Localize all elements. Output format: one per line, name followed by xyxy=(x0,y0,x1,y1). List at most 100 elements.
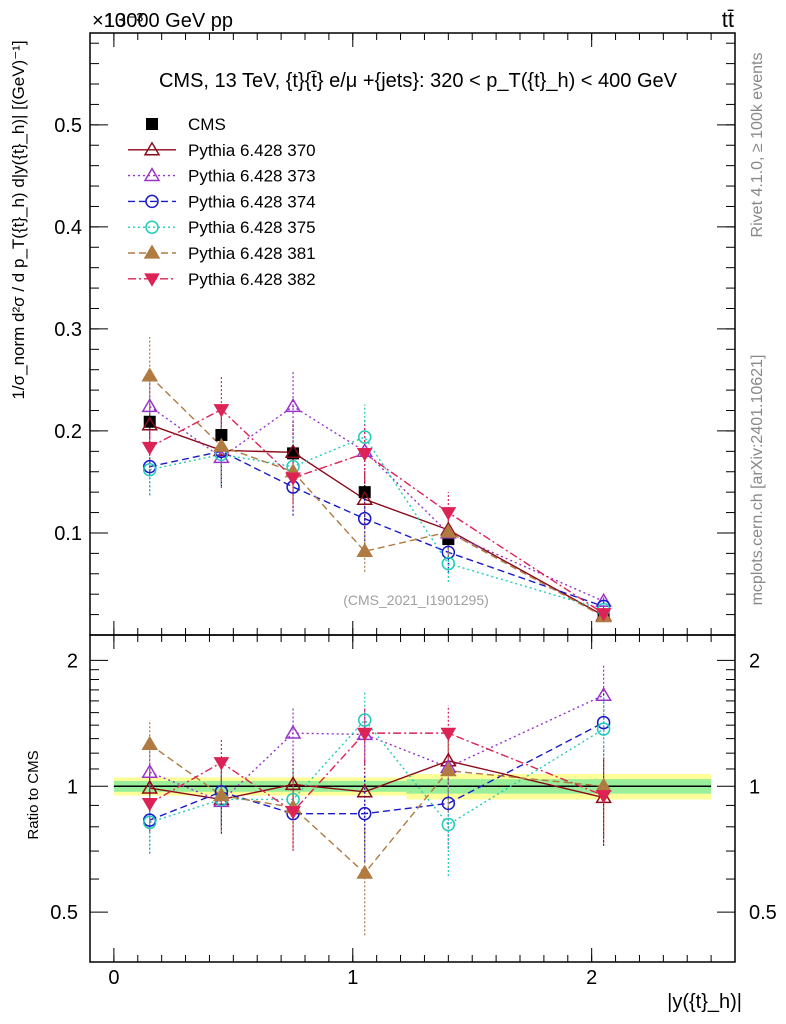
series-line-pythia-6-428-370 xyxy=(149,424,604,617)
ratio-point-pythia-6-428-382 xyxy=(595,790,612,804)
legend-marker-cms xyxy=(146,118,158,130)
data-point-pythia-6-428-381 xyxy=(356,542,374,557)
data-point-pythia-6-428-375 xyxy=(142,462,157,477)
ratio-point-pythia-6-428-370 xyxy=(356,783,374,798)
data-point-pythia-6-428-370 xyxy=(356,490,374,505)
ratio-point-pythia-6-428-375 xyxy=(142,815,157,830)
series-line-pythia-6-428-375 xyxy=(149,436,604,611)
legend-label-pythia-6-428-370: Pythia 6.428 370 xyxy=(188,141,316,160)
legend-label-pythia-6-428-374: Pythia 6.428 374 xyxy=(188,192,316,211)
ratio-plot-frame xyxy=(89,634,736,963)
series-line-pythia-6-428-373 xyxy=(149,405,604,602)
ratio-point-pythia-6-428-374 xyxy=(357,806,372,821)
ratio-point-pythia-6-428-382 xyxy=(285,806,301,820)
ratio-tick-label: 2 xyxy=(67,650,78,672)
ratio-point-pythia-6-428-381 xyxy=(356,864,374,879)
ratio-line-pythia-6-428-374 xyxy=(149,721,604,821)
data-point-pythia-6-428-374 xyxy=(357,511,372,526)
data-point-pythia-6-428-382 xyxy=(440,507,457,521)
data-point-pythia-6-428-381 xyxy=(440,523,457,538)
data-point-pythia-6-428-382 xyxy=(141,441,158,456)
data-point-pythia-6-428-382 xyxy=(356,447,373,462)
legend-marker-pythia-6-428-373 xyxy=(143,167,161,182)
x-tick-label: 2 xyxy=(586,967,597,989)
ratio-point-pythia-6-428-381 xyxy=(440,762,457,777)
ratio-tick-label: 1 xyxy=(67,776,78,798)
y-tick-label: 0.1 xyxy=(54,523,82,545)
main-plot-frame xyxy=(89,32,736,636)
ratio-line-pythia-6-428-373 xyxy=(149,694,604,803)
data-point-cms xyxy=(215,429,228,442)
ratio-point-pythia-6-428-382 xyxy=(141,797,158,812)
ratio-point-pythia-6-428-375 xyxy=(596,722,611,736)
series-line-pythia-6-428-381 xyxy=(149,375,604,618)
ratio-point-pythia-6-428-382 xyxy=(356,727,373,742)
data-point-pythia-6-428-382 xyxy=(285,472,301,486)
ratio-line-pythia-6-428-382 xyxy=(149,732,604,813)
x-tick-label: 1 xyxy=(347,967,358,989)
data-point-pythia-6-428-382 xyxy=(595,608,612,622)
legend-marker-pythia-6-428-370 xyxy=(143,141,161,156)
data-point-pythia-6-428-373 xyxy=(141,397,159,413)
data-point-cms xyxy=(143,415,156,428)
ratio-tick-label: 0.5 xyxy=(50,902,78,924)
chart-title: CMS, 13 TeV, {t}{t̄} e/μ +{jets}: 320 < … xyxy=(159,70,678,92)
legend-marker-pythia-6-428-375 xyxy=(145,220,159,234)
data-point-pythia-6-428-381 xyxy=(141,367,159,382)
legend-label-cms: CMS xyxy=(188,115,226,134)
ratio-line-pythia-6-428-381 xyxy=(149,743,604,875)
ratio-tick-label-right: 1 xyxy=(749,776,760,798)
x-axis-label: |y({t}_h)| xyxy=(667,991,742,1013)
tick-marks: 0 1 2 0.1 0.2 0.3 0.4 0.5 0.5 0.5 1 1 2 2 xyxy=(50,33,777,989)
ratio-line-pythia-6-428-370 xyxy=(149,760,604,801)
x-tick-label: 0 xyxy=(108,967,119,989)
ratio-point-pythia-6-428-370 xyxy=(141,779,159,794)
data-point-pythia-6-428-370 xyxy=(141,416,159,431)
ratio-axis-label: Ratio to CMS xyxy=(25,750,42,839)
series-line-pythia-6-428-374 xyxy=(149,450,604,608)
ratio-point-pythia-6-428-375 xyxy=(441,817,456,832)
data-point-pythia-6-428-382 xyxy=(213,404,230,418)
data-point-pythia-6-428-375 xyxy=(357,430,372,444)
ratio-point-pythia-6-428-370 xyxy=(284,775,302,791)
data-point-pythia-6-428-370 xyxy=(284,443,302,459)
ratio-point-pythia-6-428-381 xyxy=(141,735,159,750)
ratio-point-pythia-6-428-382 xyxy=(213,757,230,771)
ratio-point-pythia-6-428-382 xyxy=(440,727,457,742)
data-markers xyxy=(141,367,612,879)
mcplots-reference-text: mcplots.cern.ch [arXiv:2401.10621] xyxy=(749,355,766,606)
ratio-point-pythia-6-428-374 xyxy=(596,715,611,730)
y-tick-label: 0.4 xyxy=(54,217,82,239)
y-tick-label: 0.3 xyxy=(54,319,82,341)
legend-label-pythia-6-428-375: Pythia 6.428 375 xyxy=(188,218,316,237)
data-point-pythia-6-428-375 xyxy=(441,556,456,571)
data-point-pythia-6-428-381 xyxy=(213,437,230,452)
ratio-line-pythia-6-428-375 xyxy=(149,718,604,826)
ratio-point-pythia-6-428-374 xyxy=(441,796,456,811)
y-axis-label: 1/σ_norm d²σ / d p_T({t}_h) d|y({t}_h)| … xyxy=(9,40,28,399)
header-exponent: ×10⁻³ xyxy=(92,10,143,32)
header-energy: 13000 GeV pp xyxy=(104,10,233,32)
legend-marker-pythia-6-428-382 xyxy=(144,273,160,287)
axes-frames xyxy=(89,32,736,963)
legend: CMS Pythia 6.428 370 Pythia 6.428 373 Pythi… xyxy=(128,115,316,289)
series-line-pythia-6-428-382 xyxy=(149,408,604,615)
y-tick-label: 0.2 xyxy=(54,421,82,443)
data-point-pythia-6-428-373 xyxy=(595,592,612,607)
ratio-point-pythia-6-428-373 xyxy=(595,686,612,701)
legend-label-pythia-6-428-381: Pythia 6.428 381 xyxy=(188,244,316,263)
ratio-point-pythia-6-428-373 xyxy=(141,763,159,778)
ratio-tick-label-right: 2 xyxy=(749,650,760,672)
ratio-point-pythia-6-428-381 xyxy=(213,787,230,802)
ratio-point-pythia-6-428-375 xyxy=(357,713,372,727)
legend-label-pythia-6-428-373: Pythia 6.428 373 xyxy=(188,167,316,186)
reference-uncertainty-band xyxy=(113,773,712,800)
legend-marker-pythia-6-428-381 xyxy=(143,244,161,259)
legend-label-pythia-6-428-382: Pythia 6.428 382 xyxy=(188,270,316,289)
rivet-version-text: Rivet 4.1.0, ≥ 100k events xyxy=(749,53,766,238)
y-tick-label: 0.5 xyxy=(54,115,82,137)
ratio-point-pythia-6-428-373 xyxy=(284,724,302,739)
data-point-pythia-6-428-374 xyxy=(441,545,456,560)
header-process: tt̄ xyxy=(722,7,734,32)
